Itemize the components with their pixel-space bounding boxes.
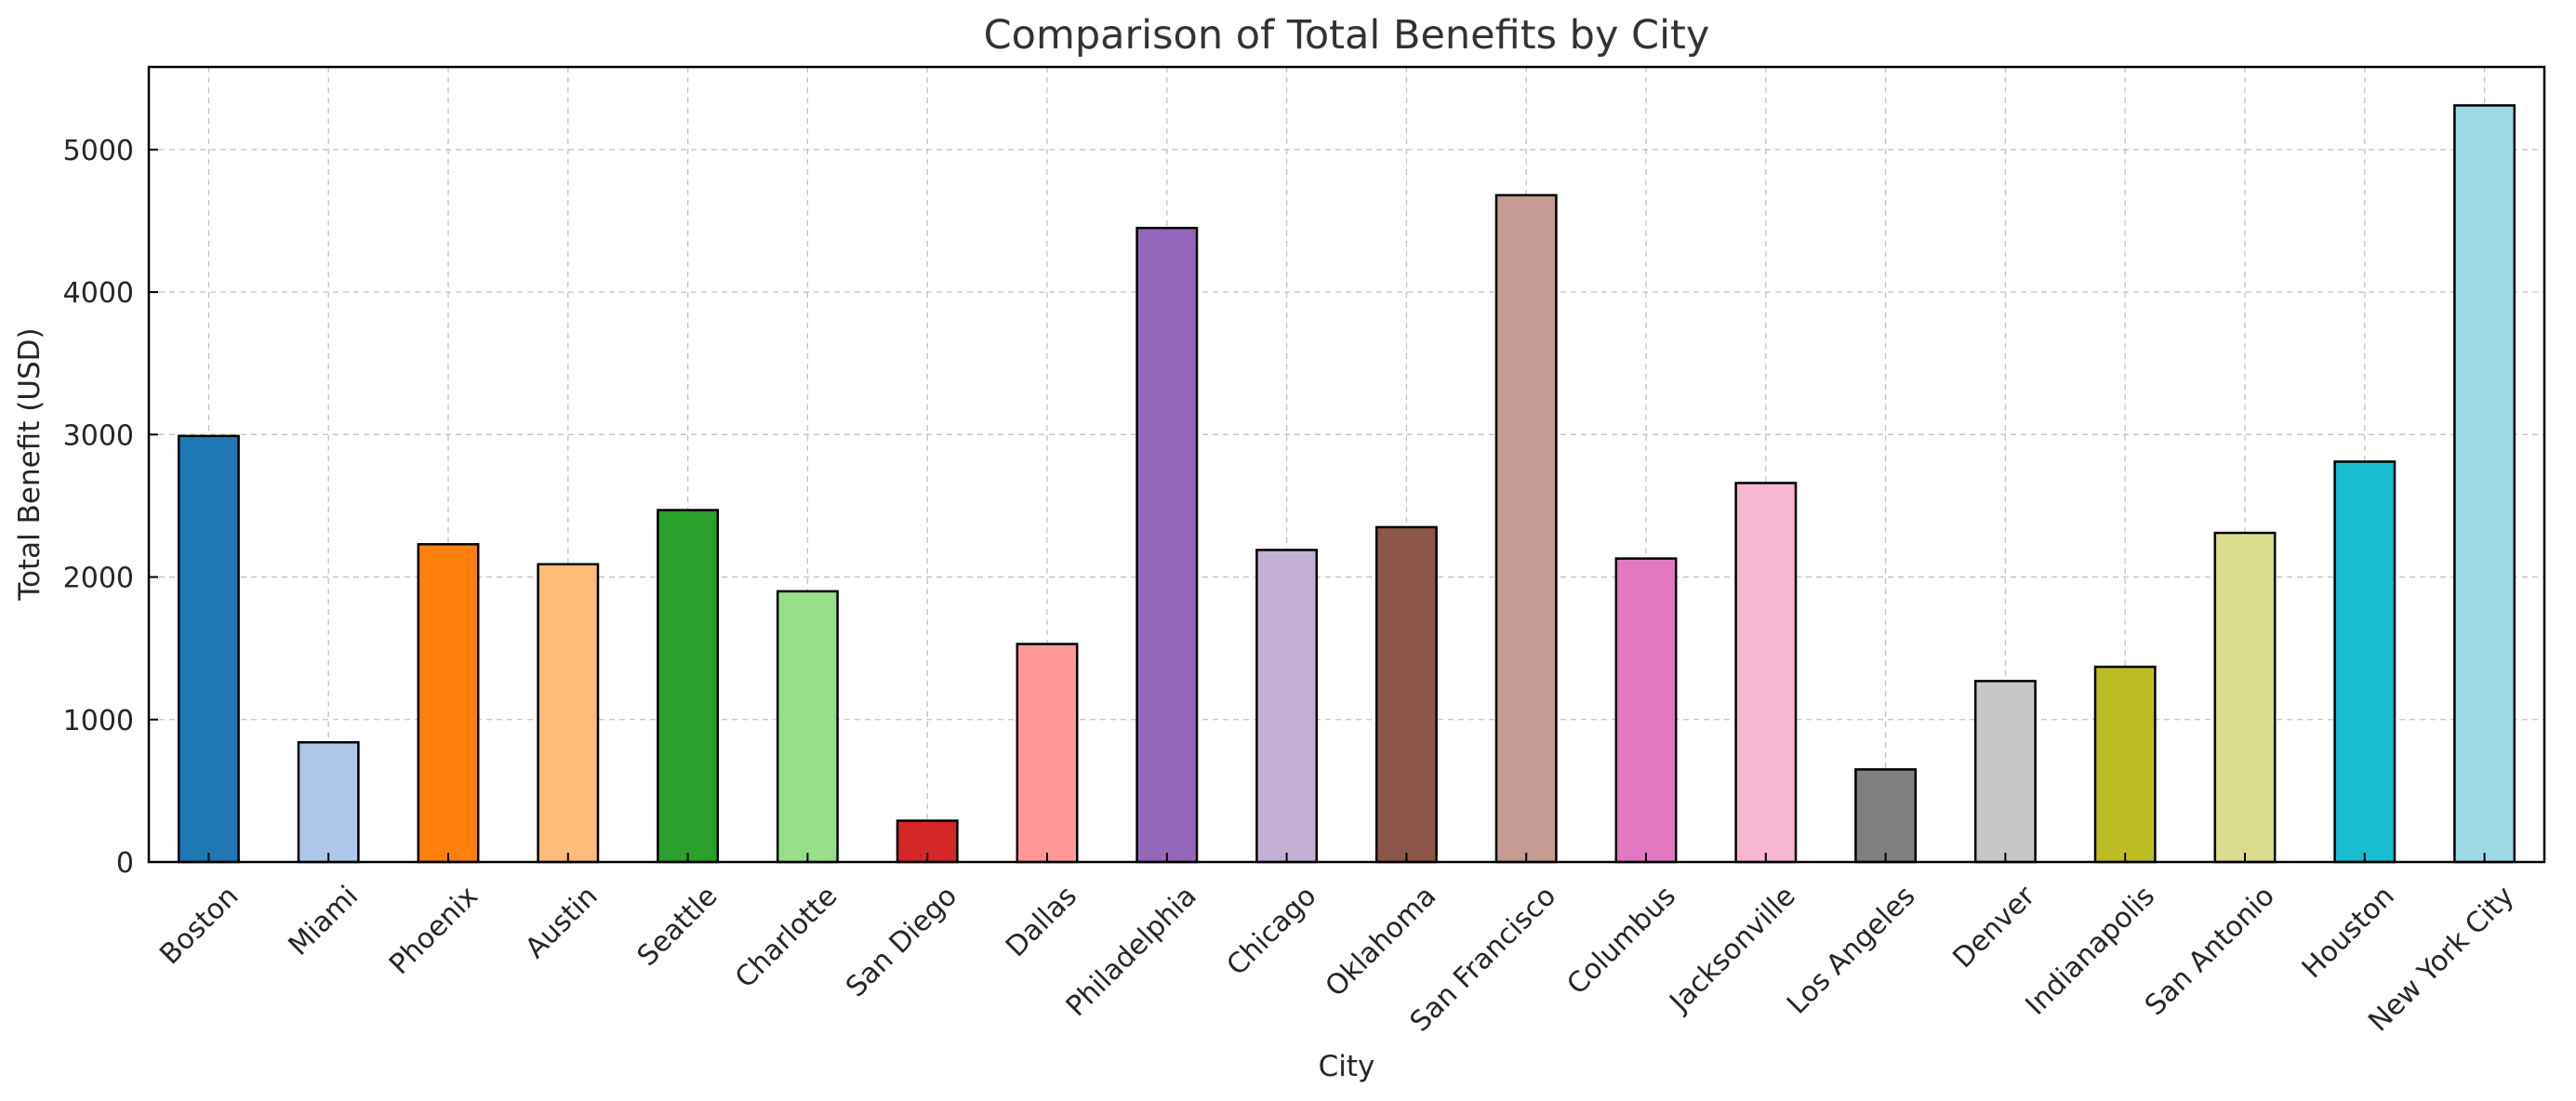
bar-indianapolis — [2093, 665, 2157, 864]
y-tick-label: 1000 — [63, 705, 134, 737]
x-tick-label: Houston — [2296, 880, 2401, 985]
bar-houston — [2333, 460, 2397, 864]
bar-boston — [177, 434, 240, 864]
x-tick-label: San Diego — [840, 880, 963, 1003]
bar-austin — [537, 563, 600, 864]
bar-chicago — [1255, 549, 1319, 864]
x-tick-label: Oklahoma — [1320, 880, 1443, 1003]
bar-philadelphia — [1135, 226, 1199, 864]
plot-frame — [147, 65, 2546, 864]
y-tick-label: 3000 — [63, 419, 134, 452]
x-tick-label: Seattle — [631, 880, 724, 973]
bar-denver — [1973, 680, 2037, 864]
bar-jacksonville — [1734, 482, 1798, 864]
bars — [177, 104, 2516, 864]
chart-title: Comparison of Total Benefits by City — [984, 12, 1710, 59]
x-tick-label: Denver — [1946, 880, 2041, 975]
x-tick-label: Columbus — [1560, 880, 1682, 1002]
y-tick-label: 4000 — [63, 277, 134, 310]
x-tick-label: Dallas — [1000, 880, 1083, 963]
bar-columbus — [1614, 557, 1678, 864]
bar-san-antonio — [2213, 531, 2277, 864]
y-axis: 0 1000 2000 3000 4000 5000 — [63, 135, 158, 880]
x-tick-label: Boston — [153, 880, 245, 971]
x-axis-label: City — [1319, 1050, 1375, 1083]
x-tick-label: San Antonio — [2139, 880, 2281, 1022]
bar-charlotte — [776, 590, 839, 864]
bar-dallas — [1016, 643, 1079, 864]
grid-lines — [149, 67, 2544, 863]
x-tick-label: Los Angeles — [1781, 880, 1921, 1020]
bar-phoenix — [417, 543, 480, 864]
x-tick-label: Austin — [519, 880, 604, 964]
bar-san-francisco — [1494, 193, 1558, 864]
x-tick-label: Chicago — [1221, 880, 1323, 982]
x-tick-label: Phoenix — [383, 880, 485, 981]
y-tick-label: 2000 — [63, 563, 134, 595]
y-tick-label: 5000 — [63, 135, 134, 167]
x-tick-label: Charlotte — [729, 880, 843, 994]
x-axis: Boston Miami Phoenix Austin Seattle Charlotte… — [153, 853, 2521, 1039]
bar-miami — [297, 741, 360, 864]
y-axis-label: Total Benefit (USD) — [13, 327, 46, 601]
x-tick-label: Miami — [283, 880, 365, 962]
bar-new-york-city — [2453, 104, 2516, 864]
bar-oklahoma — [1374, 525, 1438, 864]
bar-seattle — [657, 509, 720, 864]
bar-los-angeles — [1854, 768, 1918, 864]
y-tick-label: 0 — [116, 847, 134, 880]
